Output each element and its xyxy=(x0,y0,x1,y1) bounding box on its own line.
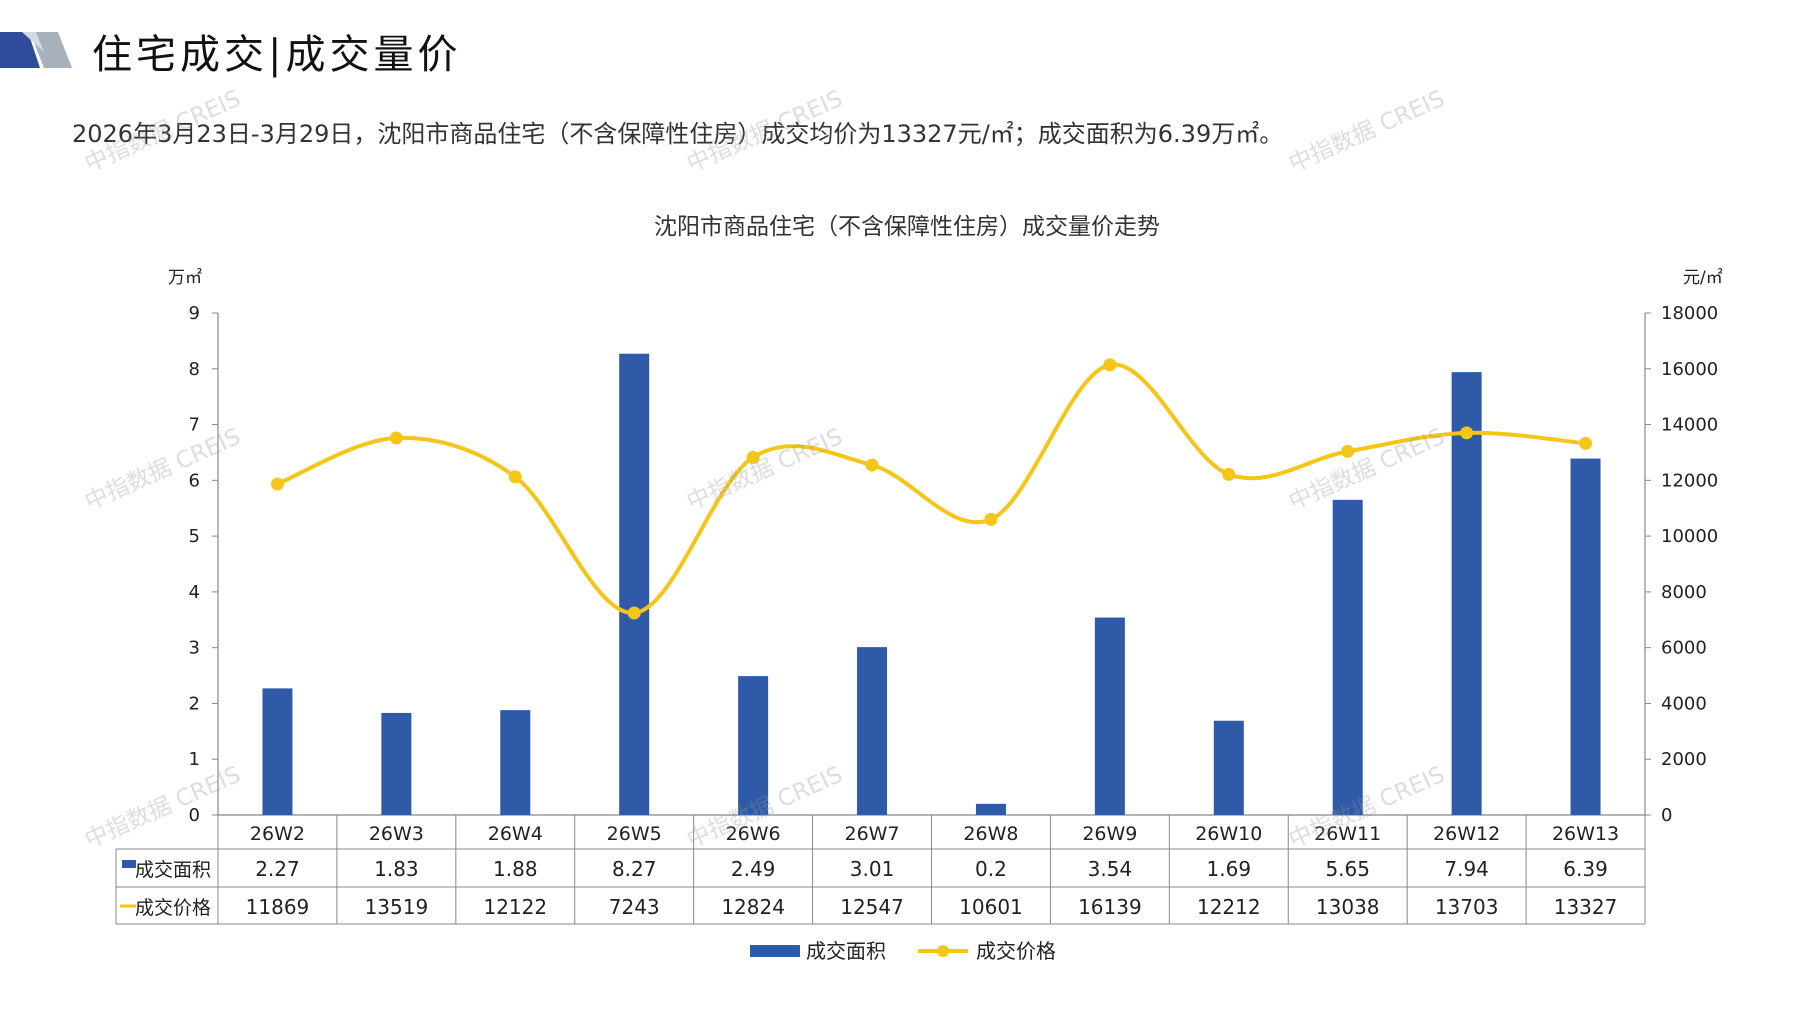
x-tick-label: 26W5 xyxy=(607,823,662,845)
y-right-tick-label: 8000 xyxy=(1661,582,1707,603)
price-point-26W5 xyxy=(627,606,641,620)
summary-text: 2026年3月23日-3月29日，沈阳市商品住宅（不含保障性住房）成交均价为13… xyxy=(72,120,1284,148)
price-point-26W10 xyxy=(1222,467,1236,481)
price-value-label: 12547 xyxy=(840,895,904,919)
y-right-tick-label: 12000 xyxy=(1661,470,1718,491)
y-left-tick-label: 5 xyxy=(189,526,200,547)
price-value-label: 11869 xyxy=(246,895,310,919)
y-right-tick-label: 16000 xyxy=(1661,359,1718,380)
y-left-tick-label: 3 xyxy=(189,638,200,659)
y-right-tick-label: 14000 xyxy=(1661,415,1718,436)
price-value-label: 13519 xyxy=(365,895,429,919)
logo-light-shape xyxy=(22,32,44,52)
table-price-row-label: 成交价格 xyxy=(135,897,211,919)
price-point-26W9 xyxy=(1103,358,1117,372)
price-value-label: 12212 xyxy=(1197,895,1261,919)
y-left-tick-label: 4 xyxy=(189,582,200,603)
y-left-tick-label: 2 xyxy=(189,693,200,714)
x-tick-label: 26W11 xyxy=(1314,823,1381,845)
legend-price-marker xyxy=(937,945,949,957)
price-point-26W7 xyxy=(865,458,879,472)
price-value-label: 13327 xyxy=(1554,895,1618,919)
y-right-tick-label: 4000 xyxy=(1661,693,1707,714)
y-right-tick-label: 18000 xyxy=(1661,303,1718,324)
bar-26W9 xyxy=(1094,617,1125,815)
price-point-26W3 xyxy=(389,431,403,445)
y-left-unit: 万㎡ xyxy=(168,268,202,288)
x-tick-label: 26W4 xyxy=(488,823,543,845)
area-value-label: 5.65 xyxy=(1325,857,1370,881)
x-tick-label: 26W9 xyxy=(1082,823,1137,845)
legend-price-label: 成交价格 xyxy=(976,939,1056,963)
price-point-26W13 xyxy=(1579,436,1593,450)
y-left-tick-label: 8 xyxy=(189,359,200,380)
bar-26W5 xyxy=(619,353,650,815)
price-line xyxy=(276,362,1586,616)
area-value-label: 1.69 xyxy=(1207,857,1252,881)
price-value-label: 16139 xyxy=(1078,895,1142,919)
header-logo xyxy=(0,32,72,68)
area-value-label: 3.01 xyxy=(850,857,895,881)
area-value-label: 1.88 xyxy=(493,857,538,881)
price-value-label: 10601 xyxy=(959,895,1023,919)
y-left-tick-label: 1 xyxy=(189,749,200,770)
page-title: 住宅成交|成交量价 xyxy=(92,32,462,78)
price-point-26W6 xyxy=(746,450,760,464)
bar-26W12 xyxy=(1451,372,1482,815)
y-right-tick-label: 6000 xyxy=(1661,638,1707,659)
price-value-label: 7243 xyxy=(609,895,660,919)
price-point-26W8 xyxy=(984,512,998,526)
x-tick-label: 26W2 xyxy=(250,823,305,845)
y-right-unit: 元/㎡ xyxy=(1683,268,1723,288)
y-right-tick-label: 2000 xyxy=(1661,749,1707,770)
table-area-row-label: 成交面积 xyxy=(135,859,211,881)
legend-area-label: 成交面积 xyxy=(806,939,886,963)
area-value-label: 6.39 xyxy=(1563,857,1608,881)
area-value-label: 0.2 xyxy=(975,857,1007,881)
area-value-label: 8.27 xyxy=(612,857,657,881)
area-value-label: 2.27 xyxy=(255,857,300,881)
bar-26W7 xyxy=(857,647,888,815)
price-point-26W4 xyxy=(508,470,522,484)
price-value-label: 13038 xyxy=(1316,895,1380,919)
bar-26W11 xyxy=(1332,499,1363,815)
legend-area-swatch xyxy=(750,945,800,957)
bar-26W4 xyxy=(500,710,531,815)
x-tick-label: 26W8 xyxy=(963,823,1018,845)
x-tick-label: 26W10 xyxy=(1195,823,1262,845)
bar-26W6 xyxy=(738,676,769,815)
price-point-26W2 xyxy=(270,477,284,491)
y-left-tick-label: 0 xyxy=(189,805,200,826)
bar-26W3 xyxy=(381,712,412,815)
x-tick-label: 26W13 xyxy=(1552,823,1619,845)
price-value-label: 13703 xyxy=(1435,895,1499,919)
logo-blue-shape xyxy=(0,32,40,68)
chart-title: 沈阳市商品住宅（不含保障性住房）成交量价走势 xyxy=(654,214,1160,240)
bar-26W10 xyxy=(1213,720,1244,815)
x-tick-label: 26W12 xyxy=(1433,823,1500,845)
price-value-label: 12122 xyxy=(483,895,547,919)
area-value-label: 1.83 xyxy=(374,857,419,881)
area-value-label: 2.49 xyxy=(731,857,776,881)
y-right-tick-label: 0 xyxy=(1661,805,1672,826)
price-value-label: 12824 xyxy=(721,895,785,919)
x-tick-label: 26W7 xyxy=(845,823,900,845)
y-left-tick-label: 6 xyxy=(189,470,200,491)
table-area-swatch xyxy=(122,860,136,868)
price-point-26W12 xyxy=(1460,426,1474,440)
bar-26W8 xyxy=(975,803,1006,815)
area-value-label: 3.54 xyxy=(1088,857,1133,881)
y-left-tick-label: 9 xyxy=(189,303,200,324)
x-tick-label: 26W6 xyxy=(726,823,781,845)
area-value-label: 7.94 xyxy=(1444,857,1489,881)
y-right-tick-label: 10000 xyxy=(1661,526,1718,547)
bar-26W13 xyxy=(1570,458,1601,815)
price-point-26W11 xyxy=(1341,444,1355,458)
x-tick-label: 26W3 xyxy=(369,823,424,845)
bar-26W2 xyxy=(262,688,293,815)
logo-gray-shape xyxy=(30,32,72,68)
y-left-tick-label: 7 xyxy=(189,415,200,436)
